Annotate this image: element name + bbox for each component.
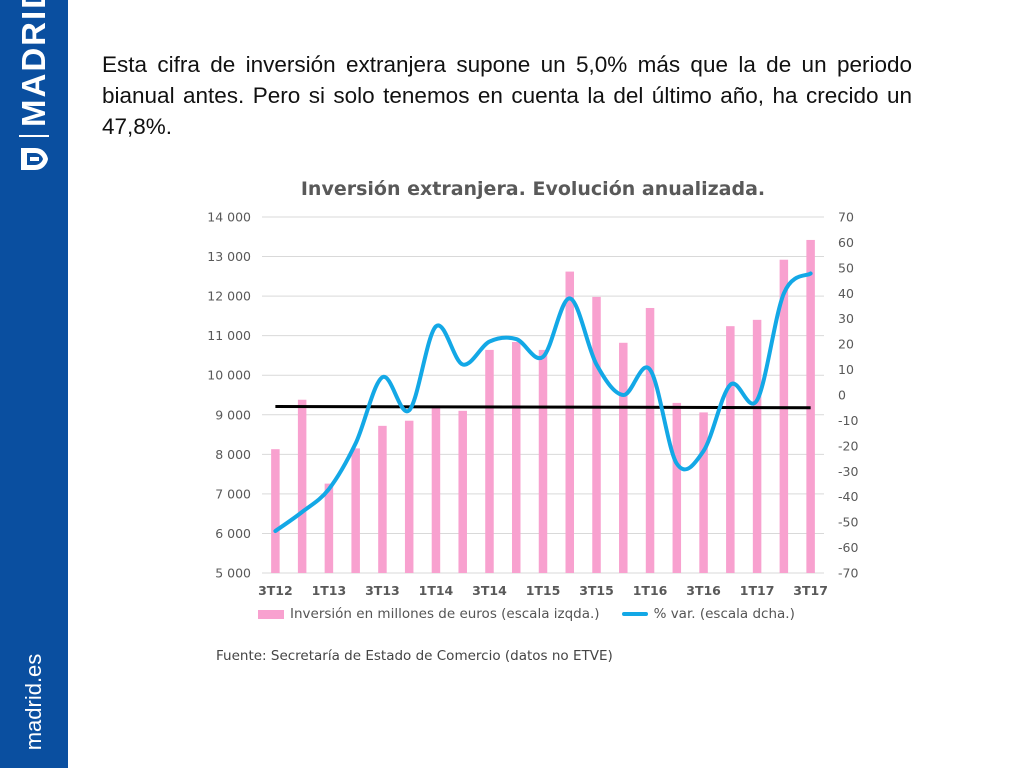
bar — [297, 399, 307, 573]
bar — [538, 349, 548, 573]
x-tick-label: 1T13 — [312, 583, 347, 598]
bar — [565, 271, 575, 573]
bar — [404, 420, 414, 573]
x-tick-label: 1T17 — [740, 583, 775, 598]
x-tick-label: 3T16 — [686, 583, 721, 598]
bar — [271, 449, 280, 573]
bar — [378, 425, 387, 573]
y-right-tick-label: 70 — [838, 210, 854, 225]
y-right-tick-label: 10 — [838, 362, 854, 377]
y-left-tick-label: 11 000 — [207, 328, 251, 343]
pct-var-line — [273, 271, 813, 533]
y-right-tick-label: 30 — [838, 311, 854, 326]
y-left-tick-label: 6 000 — [215, 526, 251, 541]
y-right-tick-label: 60 — [838, 235, 854, 250]
reference-line-segment — [275, 404, 811, 410]
x-tick-label: 3T13 — [365, 583, 400, 598]
bar — [458, 410, 467, 573]
bar — [351, 448, 360, 573]
legend-bar-label: Inversión en millones de euros (escala i… — [290, 606, 600, 622]
y-right-tick-label: -60 — [838, 540, 858, 555]
bar — [485, 349, 494, 573]
y-right-tick-label: -40 — [838, 489, 858, 504]
x-tick-label: 3T15 — [579, 583, 614, 598]
bar — [672, 402, 682, 573]
brand-logo: MADRID — [15, 0, 53, 173]
intro-paragraph: Esta cifra de inversión extranjera supon… — [102, 52, 912, 139]
chart-legend: Inversión en millones de euros (escala i… — [258, 606, 795, 622]
line-series — [273, 271, 813, 533]
x-axis: 3T12 1T13 3T13 1T14 3T14 1T15 3T15 1T16 3T16 1T17… — [258, 583, 828, 598]
bar — [619, 342, 628, 573]
y-right-tick-label: 0 — [838, 388, 846, 403]
x-tick-label: 1T14 — [419, 583, 454, 598]
y-left-tick-label: 13 000 — [207, 249, 251, 264]
legend-line-swatch — [621, 612, 648, 616]
y-right-tick-label: 40 — [838, 286, 854, 301]
x-tick-label: 1T15 — [526, 583, 561, 598]
y-right-tick-label: 50 — [838, 260, 854, 275]
y-right-tick-label: -10 — [838, 413, 858, 428]
y-right-tick-label: -70 — [838, 566, 858, 581]
y-left-tick-label: 10 000 — [207, 368, 251, 383]
sidebar: MADRID madrid.es — [0, 0, 68, 768]
bar — [752, 319, 762, 573]
chart-title: Inversión extranjera. Evolución anualiza… — [301, 178, 765, 200]
bar — [779, 259, 789, 573]
reference-line — [275, 404, 811, 410]
y-left-tick-label: 5 000 — [215, 566, 251, 581]
bar — [699, 412, 708, 573]
y-left-tick-label: 8 000 — [215, 447, 251, 462]
x-tick-label: 3T17 — [793, 583, 828, 598]
bar — [592, 296, 601, 573]
legend-bar-swatch — [258, 609, 284, 619]
y-right-tick-label: -20 — [838, 438, 858, 453]
legend-line-label: % var. (escala dcha.) — [653, 606, 795, 622]
y-left-tick-label: 9 000 — [215, 407, 251, 422]
source-note: Fuente: Secretaría de Estado de Comercio… — [216, 648, 613, 664]
y-axis-right: -70 -60 -50 -40 -30 -20 -10 0 10 20 30 40 50 60 70 — [838, 210, 858, 581]
bar — [645, 307, 655, 573]
y-axis-left: 5 000 6 000 7 000 8 000 9 000 10 000 11 000 12 … — [207, 210, 251, 581]
x-tick-label: 3T14 — [472, 583, 507, 598]
y-right-tick-label: -30 — [838, 464, 858, 479]
x-tick-label: 3T12 — [258, 583, 293, 598]
y-left-tick-label: 14 000 — [207, 210, 251, 225]
bar — [511, 341, 521, 573]
y-left-tick-label: 12 000 — [207, 289, 251, 304]
x-tick-label: 1T16 — [633, 583, 668, 598]
y-left-tick-label: 7 000 — [215, 486, 251, 501]
y-right-tick-label: 20 — [838, 337, 854, 352]
y-right-tick-label: -50 — [838, 515, 858, 530]
bar — [726, 326, 735, 573]
bar — [324, 483, 334, 573]
madrid-shield-icon — [21, 147, 48, 170]
bar — [431, 406, 441, 573]
bar-series — [271, 239, 815, 574]
